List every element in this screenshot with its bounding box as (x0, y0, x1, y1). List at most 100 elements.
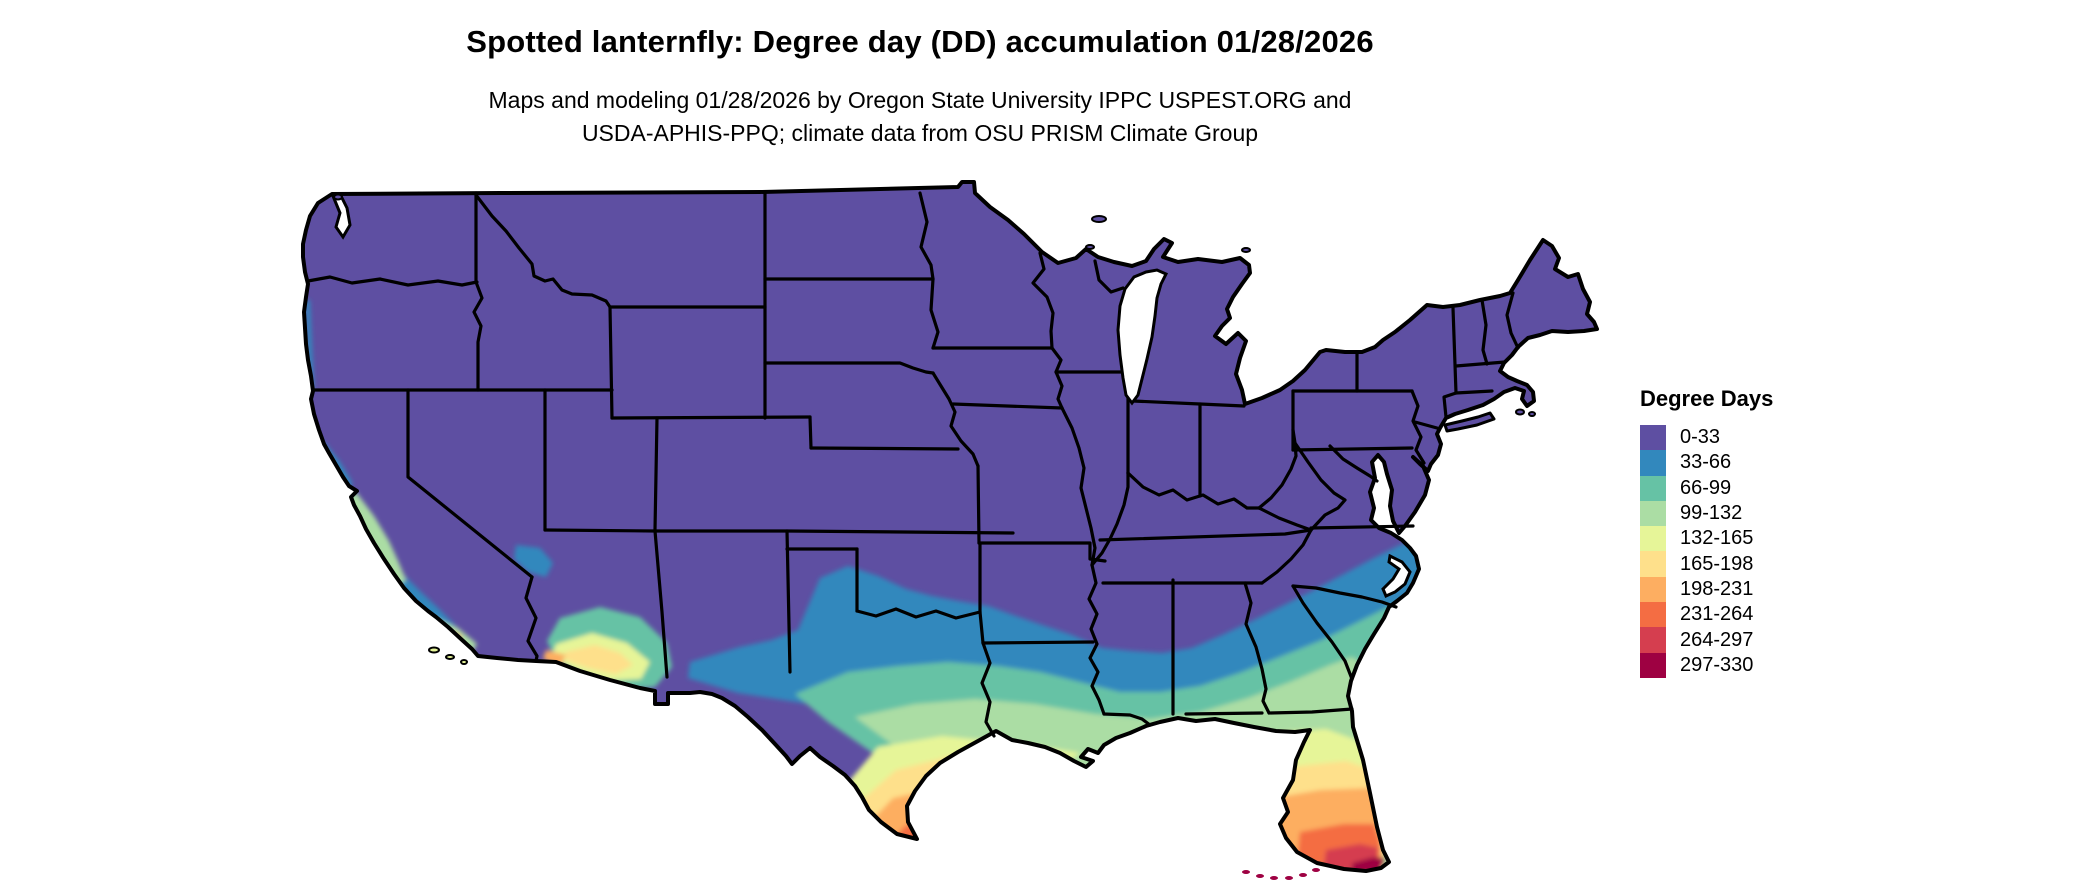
legend: Degree Days 0-33 33-66 66-99 99-132 132-… (1640, 386, 1900, 678)
legend-swatch-0-33 (1640, 425, 1666, 451)
legend-label: 231-264 (1680, 603, 1754, 626)
channel-island (460, 659, 468, 665)
florida-keys-island (1285, 876, 1293, 880)
us-outline (301, 180, 1599, 873)
region-165-198-arizona-core (565, 645, 633, 674)
legend-swatch-264-297 (1640, 627, 1666, 653)
state-border (918, 191, 935, 281)
subtitle-line-2: USDA-APHIS-PPQ; climate data from OSU PR… (581, 120, 1259, 146)
legend-row: 99-132 (1640, 500, 1900, 527)
legend-label: 99-132 (1680, 502, 1743, 525)
state-border (1093, 259, 1125, 294)
state-border (1102, 712, 1152, 727)
legend-swatch-198-231 (1640, 576, 1666, 603)
state-border (653, 416, 659, 532)
state-border (931, 371, 980, 468)
state-border (1126, 471, 1261, 510)
legend-swatch-132-165 (1640, 526, 1666, 552)
long-island (1443, 411, 1496, 433)
state-border (1184, 711, 1264, 716)
legend-row: 297-330 (1640, 652, 1900, 678)
state-border (809, 446, 960, 451)
state-border (929, 277, 940, 350)
subtitle-line-1: Maps and modeling 01/28/2026 by Oregon S… (488, 87, 1352, 113)
region-33-66-southern-nevada (514, 545, 553, 577)
florida-keys-island (1256, 874, 1264, 878)
isle-royale-island (1091, 215, 1107, 223)
florida-keys-island (1270, 876, 1278, 880)
state-border (1031, 251, 1055, 350)
state-border (1291, 584, 1398, 609)
legend-swatch-66-99 (1640, 475, 1666, 501)
legend-swatch-165-198 (1640, 551, 1666, 577)
state-border (524, 575, 539, 663)
lake-michigan (1116, 268, 1169, 406)
state-border (1454, 360, 1507, 368)
legend-row: 33-66 (1640, 450, 1900, 476)
legend-swatch-33-66 (1640, 450, 1666, 476)
channel-island (428, 646, 440, 654)
region-264-297-florida (1322, 844, 1378, 871)
legend-label: 264-297 (1680, 628, 1754, 651)
state-border (1291, 446, 1414, 452)
state-border (543, 528, 657, 533)
state-border (1410, 389, 1426, 465)
legend-row: 231-264 (1640, 602, 1900, 628)
page-subtitle: Maps and modeling 01/28/2026 by Oregon S… (0, 84, 1840, 150)
legend-label: 132-165 (1680, 527, 1754, 550)
islands (333, 193, 1536, 880)
state-border (1328, 444, 1379, 483)
state-border (610, 415, 812, 420)
state-border (980, 641, 996, 738)
florida-keys-island (1299, 873, 1307, 877)
legend-label: 0-33 (1680, 426, 1721, 449)
state-border (1267, 707, 1354, 715)
state-border (1291, 584, 1354, 681)
state-borders (306, 190, 1520, 738)
state-border (1293, 441, 1347, 532)
legend-label: 297-330 (1680, 653, 1754, 676)
san-juan-island (333, 193, 343, 201)
state-border (1451, 306, 1458, 395)
legend-title: Degree Days (1640, 386, 1774, 411)
state-border (855, 607, 982, 620)
state-border (978, 610, 985, 645)
channel-island (445, 654, 455, 660)
nantucket-island (1528, 411, 1536, 417)
state-border (1442, 391, 1458, 419)
state-border (1243, 581, 1271, 715)
region-198-231-texas (872, 788, 1000, 871)
state-border (1090, 471, 1130, 567)
state-border (763, 361, 935, 375)
state-border (474, 193, 612, 309)
state-border (981, 640, 1095, 645)
state-border (808, 415, 813, 450)
legend-swatch-231-264 (1640, 602, 1666, 628)
pamlico-sound (1381, 553, 1412, 598)
legend-row: 132-165 (1640, 526, 1900, 552)
legend-swatch-99-132 (1640, 500, 1666, 527)
apostle-island (1085, 244, 1095, 250)
state-border (785, 529, 792, 674)
state-border (653, 529, 669, 679)
lake-huron-island (1241, 247, 1251, 253)
state-border (472, 280, 484, 392)
state-border (976, 464, 981, 545)
state-border (608, 305, 614, 420)
legend-row: 264-297 (1640, 627, 1900, 653)
state-border (1257, 506, 1313, 532)
state-border (1098, 528, 1313, 542)
legend-swatch-297-330 (1640, 652, 1666, 678)
state-border (1505, 291, 1520, 350)
state-border (406, 388, 534, 579)
legend-label: 165-198 (1680, 552, 1754, 575)
legend-label: 66-99 (1680, 476, 1732, 499)
legend-label: 33-66 (1680, 451, 1732, 474)
state-border (951, 402, 1064, 410)
legend-row: 0-33 (1640, 425, 1900, 451)
lakes-and-sounds (330, 194, 1412, 598)
marthas-vineyard-island (1515, 408, 1525, 416)
state-border (306, 275, 479, 287)
state-border (1050, 346, 1064, 410)
